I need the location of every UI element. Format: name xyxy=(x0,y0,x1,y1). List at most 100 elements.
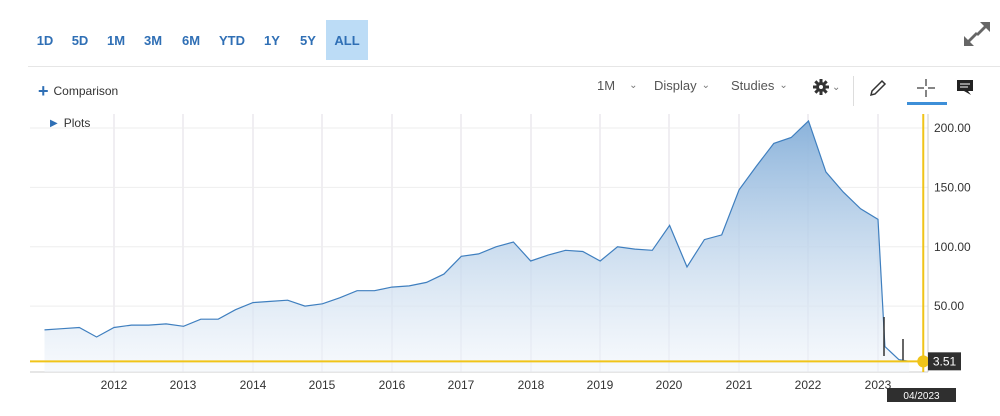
interval-label: 1M xyxy=(597,78,616,93)
data-point xyxy=(495,245,498,248)
range-1y-button[interactable]: 1Y xyxy=(264,32,280,48)
data-point xyxy=(529,260,532,263)
y-tick-label: 50.00 xyxy=(934,299,964,313)
data-point xyxy=(877,218,880,221)
y-tick-label: 100.00 xyxy=(934,240,971,254)
plus-icon: + xyxy=(38,81,49,101)
chevron-down-icon: ⌄ xyxy=(701,80,711,91)
data-point xyxy=(234,308,237,311)
data-point xyxy=(824,170,827,173)
data-point xyxy=(599,260,602,263)
pencil-icon[interactable] xyxy=(868,78,888,98)
data-point xyxy=(408,284,411,287)
data-point xyxy=(356,289,359,292)
data-point xyxy=(43,328,46,331)
data-point xyxy=(564,249,567,252)
range-5y-button[interactable]: 5Y xyxy=(300,32,316,48)
studies-label: Studies xyxy=(731,78,775,93)
crosshair-date-label: 04/2023 xyxy=(903,391,940,402)
gear-icon xyxy=(813,79,829,95)
plots-toggle[interactable]: ▶ Plots xyxy=(50,116,90,130)
data-point xyxy=(686,265,689,268)
x-tick-label: 2021 xyxy=(726,378,753,392)
data-point xyxy=(755,165,758,168)
data-point xyxy=(442,273,445,276)
y-tick-label: 200.00 xyxy=(934,121,971,135)
data-point xyxy=(425,281,428,284)
price-line xyxy=(44,119,910,362)
range-5d-button[interactable]: 5D xyxy=(71,32,89,48)
data-point xyxy=(547,254,550,257)
range-3m-button[interactable]: 3M xyxy=(143,32,163,48)
data-point xyxy=(390,286,393,289)
data-point xyxy=(616,245,619,248)
x-tick-label: 2023 xyxy=(865,378,892,392)
data-point xyxy=(790,136,793,139)
x-tick-label: 2020 xyxy=(656,378,683,392)
crosshair-active-indicator xyxy=(907,102,947,105)
data-point xyxy=(460,255,463,258)
data-point xyxy=(703,238,706,241)
x-tick-label: 2012 xyxy=(101,378,128,392)
x-tick-label: 2013 xyxy=(170,378,197,392)
data-point xyxy=(842,191,845,194)
data-point xyxy=(304,305,307,308)
chevron-down-icon: ⌄ xyxy=(832,81,841,93)
data-point xyxy=(286,299,289,302)
range-1d-button[interactable]: 1D xyxy=(36,32,54,48)
x-tick-label: 2022 xyxy=(795,378,822,392)
range-1m-button[interactable]: 1M xyxy=(106,32,126,48)
plots-label: Plots xyxy=(63,116,91,130)
settings-dropdown[interactable]: ⌄ xyxy=(812,78,840,96)
comparison-button[interactable]: + Comparison xyxy=(38,81,119,101)
data-point xyxy=(720,233,723,236)
data-point xyxy=(512,241,515,244)
data-point xyxy=(477,252,480,255)
divider xyxy=(853,76,854,106)
data-point xyxy=(113,326,116,329)
x-tick-label: 2018 xyxy=(518,378,545,392)
data-point xyxy=(78,326,81,329)
comparison-label: Comparison xyxy=(53,84,119,98)
expand-icon[interactable] xyxy=(960,20,992,48)
data-point xyxy=(772,142,775,145)
crosshair-point xyxy=(917,355,930,368)
data-point xyxy=(95,336,98,339)
range-selector: 1D 5D 1M 3M 6M YTD 1Y 5Y ALL xyxy=(28,20,368,60)
data-point xyxy=(251,301,254,304)
data-point xyxy=(269,300,272,303)
range-ytd-button[interactable]: YTD xyxy=(219,32,245,48)
data-point xyxy=(807,119,810,122)
data-point xyxy=(668,224,671,227)
data-point xyxy=(60,327,63,330)
interval-dropdown[interactable]: 1M ⌄ xyxy=(597,78,637,93)
studies-dropdown[interactable]: Studies ⌄ xyxy=(731,78,788,93)
data-point xyxy=(373,289,376,292)
display-dropdown[interactable]: Display ⌄ xyxy=(654,78,710,93)
crosshair-date-badge xyxy=(887,388,956,402)
chevron-down-icon: ⌄ xyxy=(629,80,638,91)
range-all-button[interactable]: ALL xyxy=(326,20,368,60)
comment-icon[interactable] xyxy=(956,78,974,96)
divider xyxy=(28,66,1000,67)
range-6m-button[interactable]: 6M xyxy=(181,32,201,48)
display-label: Display xyxy=(654,78,697,93)
x-tick-label: 2017 xyxy=(448,378,475,392)
triangle-right-icon: ▶ xyxy=(50,117,58,129)
chevron-down-icon: ⌄ xyxy=(779,80,788,91)
data-point xyxy=(165,322,168,325)
data-point xyxy=(147,324,150,327)
y-tick-label: 150.00 xyxy=(934,180,971,194)
x-tick-label: 2014 xyxy=(240,378,267,392)
data-point xyxy=(581,250,584,253)
data-point xyxy=(182,325,185,328)
data-point xyxy=(633,248,636,251)
data-point xyxy=(738,188,741,191)
data-point xyxy=(651,249,654,252)
x-tick-label: 2015 xyxy=(309,378,336,392)
crosshair-icon[interactable] xyxy=(916,78,936,98)
data-point xyxy=(217,318,220,321)
price-area xyxy=(44,120,910,373)
data-point xyxy=(130,324,133,327)
